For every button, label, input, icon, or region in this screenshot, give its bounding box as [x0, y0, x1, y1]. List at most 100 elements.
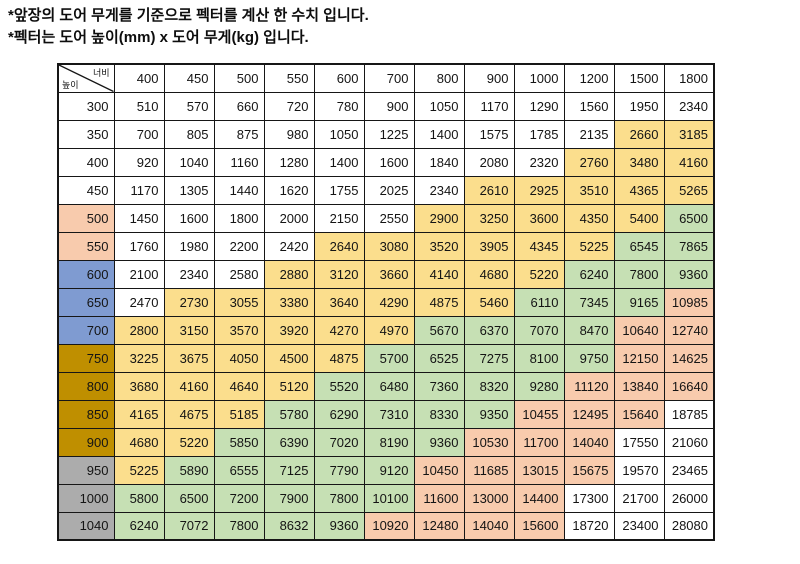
cell-550-500: 2200 [213, 231, 265, 261]
table-row-700: 700 2800 3150 3570 3920 4270 4970 5670 6370 7070 8… [57, 315, 715, 345]
row-header-900: 900 [57, 427, 115, 457]
column-header-400: 400 [113, 63, 165, 93]
cell-1000-1200: 17300 [563, 483, 615, 513]
column-header-450: 450 [163, 63, 215, 93]
cell-700-1200: 8470 [563, 315, 615, 345]
cell-1040-1800: 28080 [663, 511, 715, 541]
cell-550-1000: 4345 [513, 231, 565, 261]
column-header-1200: 1200 [563, 63, 615, 93]
cell-950-700: 9120 [363, 455, 415, 485]
cell-600-550: 2880 [263, 259, 315, 289]
cell-300-800: 1050 [413, 91, 465, 121]
cell-500-1800: 6500 [663, 203, 715, 233]
cell-400-500: 1160 [213, 147, 265, 177]
cell-750-900: 7275 [463, 343, 515, 373]
cell-300-450: 570 [163, 91, 215, 121]
cell-450-1500: 4365 [613, 175, 665, 205]
cell-300-1000: 1290 [513, 91, 565, 121]
cell-800-800: 7360 [413, 371, 465, 401]
cell-300-400: 510 [113, 91, 165, 121]
cell-400-550: 1280 [263, 147, 315, 177]
cell-1000-800: 11600 [413, 483, 465, 513]
cell-900-500: 5850 [213, 427, 265, 457]
cell-1040-700: 10920 [363, 511, 415, 541]
cell-450-400: 1170 [113, 175, 165, 205]
cell-950-450: 5890 [163, 455, 215, 485]
row-header-950: 950 [57, 455, 115, 485]
cell-1000-400: 5800 [113, 483, 165, 513]
cell-400-1000: 2320 [513, 147, 565, 177]
cell-450-1000: 2925 [513, 175, 565, 205]
cell-800-1800: 16640 [663, 371, 715, 401]
cell-950-1500: 19570 [613, 455, 665, 485]
cell-1000-1500: 21700 [613, 483, 665, 513]
cell-650-450: 2730 [163, 287, 215, 317]
cell-600-700: 3660 [363, 259, 415, 289]
cell-750-1200: 9750 [563, 343, 615, 373]
cell-850-1800: 18785 [663, 399, 715, 429]
column-header-row: 너비 높이 400 450 500 550 600 700 800 900 1000 1200 15… [57, 63, 715, 93]
cell-700-1000: 7070 [513, 315, 565, 345]
cell-950-800: 10450 [413, 455, 465, 485]
table-row-650: 650 2470 2730 3055 3380 3640 4290 4875 5460 6110 7… [57, 287, 715, 317]
corner-height-label: 높이 [62, 79, 79, 90]
cell-750-600: 4875 [313, 343, 365, 373]
cell-800-900: 8320 [463, 371, 515, 401]
row-header-300: 300 [57, 91, 115, 121]
cell-400-800: 1840 [413, 147, 465, 177]
cell-500-500: 1800 [213, 203, 265, 233]
cell-650-1200: 7345 [563, 287, 615, 317]
diagonal-divider [59, 65, 113, 91]
cell-800-1200: 11120 [563, 371, 615, 401]
cell-600-1800: 9360 [663, 259, 715, 289]
cell-450-550: 1620 [263, 175, 315, 205]
cell-750-1500: 12150 [613, 343, 665, 373]
cell-300-1200: 1560 [563, 91, 615, 121]
cell-400-1500: 3480 [613, 147, 665, 177]
cell-850-1500: 15640 [613, 399, 665, 429]
cell-900-900: 10530 [463, 427, 515, 457]
cell-1040-450: 7072 [163, 511, 215, 541]
cell-950-1000: 13015 [513, 455, 565, 485]
row-header-700: 700 [57, 315, 115, 345]
cell-1040-900: 14040 [463, 511, 515, 541]
table-row-350: 350 700 805 875 980 1050 1225 1400 1575 1785 2135 2… [57, 119, 715, 149]
cell-650-700: 4290 [363, 287, 415, 317]
cell-1000-900: 13000 [463, 483, 515, 513]
cell-450-900: 2610 [463, 175, 515, 205]
cell-650-900: 5460 [463, 287, 515, 317]
cell-650-600: 3640 [313, 287, 365, 317]
cell-750-1800: 14625 [663, 343, 715, 373]
table-row-500: 500 1450 1600 1800 2000 2150 2550 2900 3250 3600 4… [57, 203, 715, 233]
cell-600-450: 2340 [163, 259, 215, 289]
row-header-1000: 1000 [57, 483, 115, 513]
cell-600-1200: 6240 [563, 259, 615, 289]
cell-1040-600: 9360 [313, 511, 365, 541]
cell-950-1200: 15675 [563, 455, 615, 485]
cell-1040-550: 8632 [263, 511, 315, 541]
cell-750-1000: 8100 [513, 343, 565, 373]
table-row-550: 550 1760 1980 2200 2420 2640 3080 3520 3905 4345 5… [57, 231, 715, 261]
cell-600-1500: 7800 [613, 259, 665, 289]
cell-700-800: 5670 [413, 315, 465, 345]
cell-850-900: 9350 [463, 399, 515, 429]
row-header-750: 750 [57, 343, 115, 373]
cell-550-1500: 6545 [613, 231, 665, 261]
cell-900-550: 6390 [263, 427, 315, 457]
row-header-500: 500 [57, 203, 115, 233]
cell-700-450: 3150 [163, 315, 215, 345]
cell-800-450: 4160 [163, 371, 215, 401]
column-header-1500: 1500 [613, 63, 665, 93]
note-line-2: *펙터는 도어 높이(mm) x 도어 무게(kg) 입니다. [8, 29, 309, 46]
column-header-900: 900 [463, 63, 515, 93]
cell-800-400: 3680 [113, 371, 165, 401]
cell-550-900: 3905 [463, 231, 515, 261]
cell-950-550: 7125 [263, 455, 315, 485]
cell-800-550: 5120 [263, 371, 315, 401]
cell-350-500: 875 [213, 119, 265, 149]
cell-500-700: 2550 [363, 203, 415, 233]
cell-550-400: 1760 [113, 231, 165, 261]
notes-block: *앞장의 도어 무게를 기준으로 펙터를 계산 한 수치 입니다. *펙터는 도… [8, 5, 369, 49]
cell-600-400: 2100 [113, 259, 165, 289]
table-row-450: 450 1170 1305 1440 1620 1755 2025 2340 2610 2925 3… [57, 175, 715, 205]
